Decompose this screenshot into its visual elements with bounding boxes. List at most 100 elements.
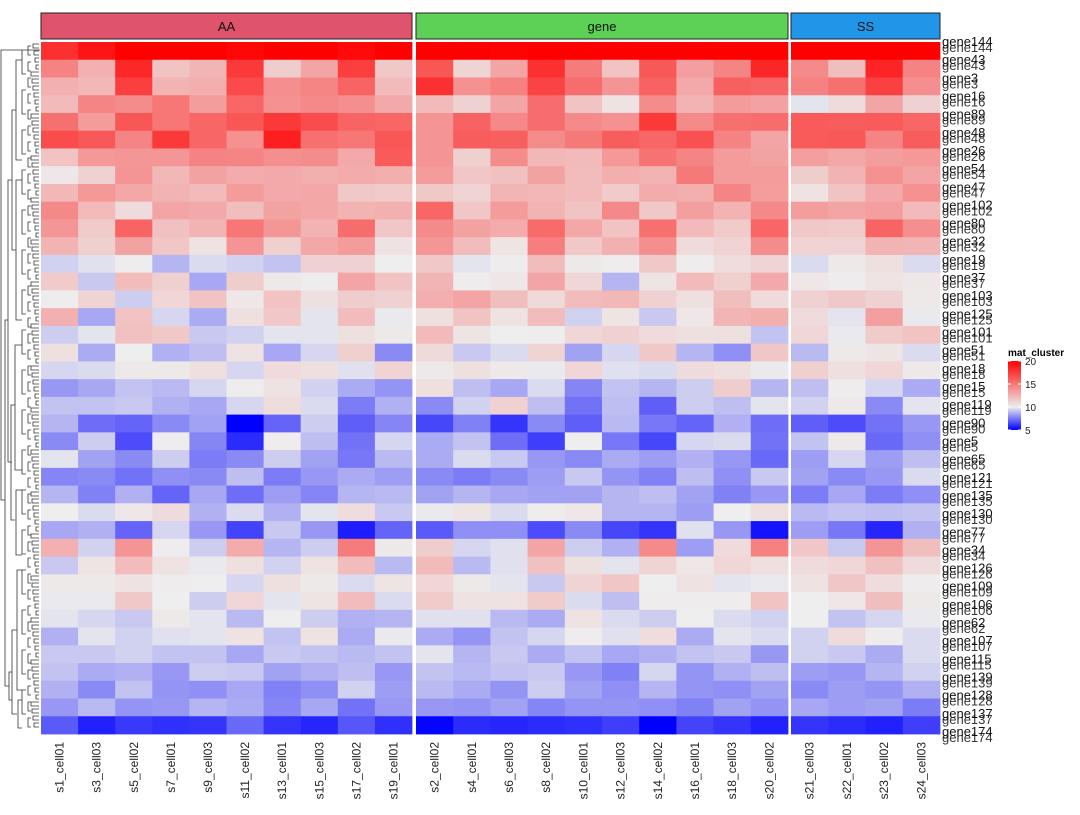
heatmap-cell (189, 166, 227, 185)
heatmap-cell (115, 325, 153, 345)
heatmap-cell (490, 201, 528, 220)
heatmap-cell (490, 237, 528, 256)
heatmap-cell (41, 59, 79, 78)
heatmap-cell (337, 112, 376, 132)
heatmap-cell (791, 272, 829, 291)
row-label: gene65 (942, 458, 985, 473)
heatmap-cell (453, 432, 491, 451)
row-dendrogram (0, 43, 40, 729)
heatmap-cell (152, 219, 190, 238)
heatmap-cell (676, 254, 714, 274)
heatmap-cell (115, 680, 153, 699)
heatmap-cell (453, 42, 491, 61)
heatmap-cell (115, 361, 153, 380)
heatmap-cell (791, 59, 829, 78)
heatmap-cell (374, 308, 413, 327)
heatmap-cell (78, 130, 116, 149)
heatmap-cell (564, 237, 603, 256)
heatmap-cell (263, 237, 302, 256)
heatmap-cell (713, 77, 752, 96)
heatmap-cell (639, 396, 677, 416)
heatmap-cell (337, 95, 376, 114)
heatmap-cell (115, 95, 153, 114)
heatmap-cell (189, 272, 227, 291)
row-label: gene19 (942, 258, 985, 273)
heatmap-cell (226, 379, 264, 398)
heatmap-cell (189, 343, 227, 362)
heatmap-cell (750, 450, 789, 469)
heatmap-cell (750, 112, 789, 132)
heatmap-cell (828, 663, 866, 682)
heatmap-cell (902, 325, 941, 345)
column-label: s18_cell03 (725, 742, 739, 800)
heatmap-cell (902, 556, 941, 575)
heatmap-cell (300, 290, 339, 309)
heatmap-cell (374, 201, 413, 220)
heatmap-cell (676, 290, 714, 309)
heatmap-cell (902, 663, 941, 682)
heatmap-cell (527, 130, 566, 149)
heatmap-cell (416, 521, 454, 540)
heatmap-cell (263, 609, 302, 628)
row-label: gene130 (942, 506, 993, 521)
heatmap-cell (41, 290, 79, 309)
heatmap-cell (791, 609, 829, 628)
heatmap-cell (639, 130, 677, 149)
heatmap-cell (902, 290, 941, 309)
column-label: s16_cell01 (688, 742, 702, 800)
heatmap-cell (337, 538, 376, 557)
heatmap-cell (602, 325, 640, 345)
heatmap-cell (115, 219, 153, 238)
heatmap-cell (527, 272, 566, 291)
heatmap-cell (300, 379, 339, 398)
heatmap-cell (639, 166, 677, 185)
heatmap-cell (337, 237, 376, 256)
heatmap-cell (676, 538, 714, 557)
heatmap-cell (226, 325, 264, 345)
heatmap-cell (865, 59, 904, 78)
column-label: s15_cell03 (312, 742, 326, 800)
heatmap-cell (226, 112, 264, 132)
heatmap-cell (602, 290, 640, 309)
heatmap-cell (713, 290, 752, 309)
heatmap-cell (453, 485, 491, 504)
heatmap-cell (41, 254, 79, 274)
heatmap-cell (263, 201, 302, 220)
heatmap-cell (453, 130, 491, 149)
heatmap-cell (300, 42, 339, 61)
heatmap-cell (337, 432, 376, 451)
heatmap-cell (152, 237, 190, 256)
heatmap-cell (78, 680, 116, 699)
heatmap-cell (902, 166, 941, 185)
heatmap-cell (865, 556, 904, 575)
heatmap-cell (374, 698, 413, 717)
heatmap-cell (152, 467, 190, 486)
heatmap-cell (152, 201, 190, 220)
row-label: gene102 (942, 203, 993, 218)
heatmap-cell (416, 112, 454, 132)
heatmap-cell (676, 308, 714, 327)
heatmap-cell (78, 379, 116, 398)
heatmap-cell (78, 627, 116, 646)
row-label: gene62 (942, 615, 985, 630)
heatmap-cell (490, 42, 528, 61)
heatmap-cell (263, 663, 302, 682)
heatmap-cell (639, 59, 677, 78)
heatmap-cell (602, 609, 640, 628)
heatmap-cell (453, 450, 491, 469)
heatmap-cell (115, 574, 153, 593)
heatmap-cell (564, 148, 603, 167)
heatmap-cell (152, 379, 190, 398)
heatmap-cell (828, 272, 866, 291)
heatmap-cell (865, 148, 904, 167)
heatmap-cell (713, 680, 752, 699)
heatmap-cell (713, 59, 752, 78)
heatmap-cell (300, 680, 339, 699)
row-label: gene103 (942, 288, 993, 303)
heatmap-cell (828, 112, 866, 132)
heatmap-cell (750, 272, 789, 291)
heatmap-cell (337, 521, 376, 540)
heatmap-cell (828, 609, 866, 628)
heatmap-cell (602, 680, 640, 699)
heatmap-cell (226, 450, 264, 469)
